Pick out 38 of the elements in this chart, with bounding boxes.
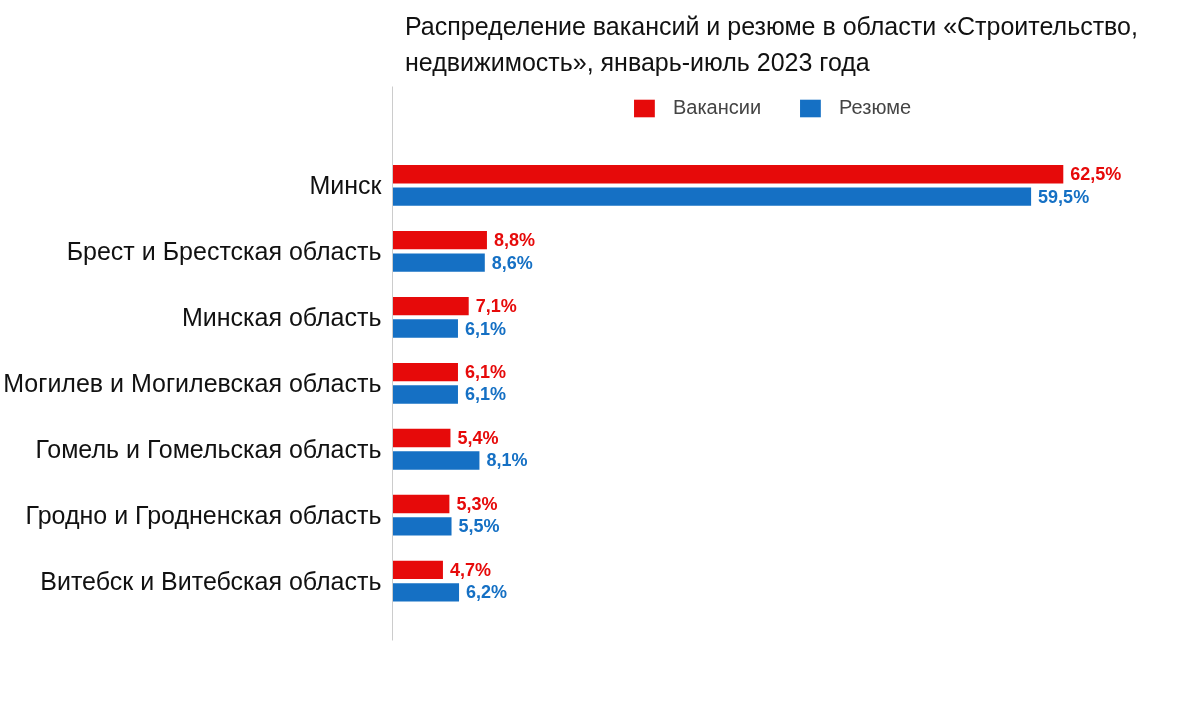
data-label: 7,1% [475,296,517,317]
bar [392,296,469,316]
bar [392,428,451,448]
bar [392,230,487,250]
data-label: 6,1% [464,362,506,383]
bar [392,560,443,580]
y-tick-label: Минская область [181,303,382,332]
bar [392,187,1032,206]
bar [392,583,460,602]
data-label: 62,5% [1070,164,1122,185]
bar [392,253,485,272]
data-label: 5,3% [456,493,498,514]
data-label: 6,2% [466,582,508,603]
legend-label: Резюме [839,96,912,119]
data-label: 8,8% [493,230,535,251]
y-tick-label: Гродно и Гродненская область [25,501,382,530]
y-tick-label: Могилев и Могилевская область [3,369,382,398]
y-tick-label: Брест и Брестская область [66,237,382,266]
data-label: 4,7% [449,559,491,580]
bar [392,362,458,382]
data-label: 8,6% [491,252,533,273]
data-label: 5,4% [457,428,499,449]
y-tick-label: Витебск и Витебская область [40,567,382,596]
data-label: 8,1% [486,450,528,471]
bar [392,517,452,536]
y-tick-label: Гомель и Гомельская область [35,435,382,464]
bar [392,451,480,470]
bar [392,385,458,404]
bar [392,165,1064,184]
legend-label: Вакансии [672,96,762,119]
chart-title: Распределение вакансий и резюме в области «Строительство, недвижимость», январь-июль 2023 года [405,12,1138,77]
bar [392,494,450,514]
bar [392,319,458,338]
y-tick-label: Минск [309,171,383,200]
data-label: 59,5% [1038,186,1090,207]
data-label: 6,1% [464,384,506,405]
data-label: 6,1% [464,318,506,339]
data-label: 5,5% [458,516,500,537]
